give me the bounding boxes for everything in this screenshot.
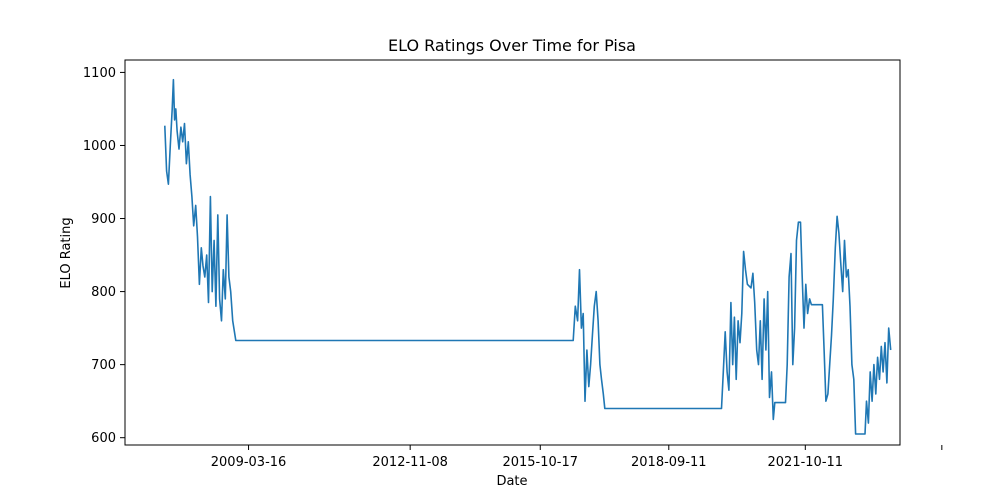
chart-title: ELO Ratings Over Time for Pisa bbox=[388, 36, 636, 55]
plot-area bbox=[125, 60, 900, 445]
y-tick-label: 900 bbox=[91, 212, 116, 227]
x-tick-label: 2012-11-08 bbox=[372, 455, 448, 470]
x-tick-label: 2021-10-11 bbox=[768, 455, 844, 470]
y-tick-label: 1000 bbox=[83, 139, 116, 154]
y-tick-label: 700 bbox=[91, 358, 116, 373]
x-tick-label: 2015-10-17 bbox=[502, 455, 578, 470]
y-tick-label: 600 bbox=[91, 431, 116, 446]
x-axis-ticks: 2009-03-16 2012-11-08 2015-10-17 2018-09-11… bbox=[211, 445, 943, 470]
x-tick-label: 2018-09-11 bbox=[631, 455, 707, 470]
y-axis-label: ELO Rating bbox=[59, 217, 74, 288]
x-tick-label: 2009-03-16 bbox=[211, 455, 287, 470]
y-tick-label: 800 bbox=[91, 285, 116, 300]
y-axis-ticks: 600 700 800 900 1000 1100 bbox=[83, 66, 125, 446]
elo-series-line-0 bbox=[164, 78, 892, 435]
y-tick-label: 1100 bbox=[83, 66, 116, 81]
plot-frame bbox=[124, 59, 901, 446]
x-axis-label: Date bbox=[496, 474, 527, 489]
series-layer bbox=[164, 78, 892, 435]
